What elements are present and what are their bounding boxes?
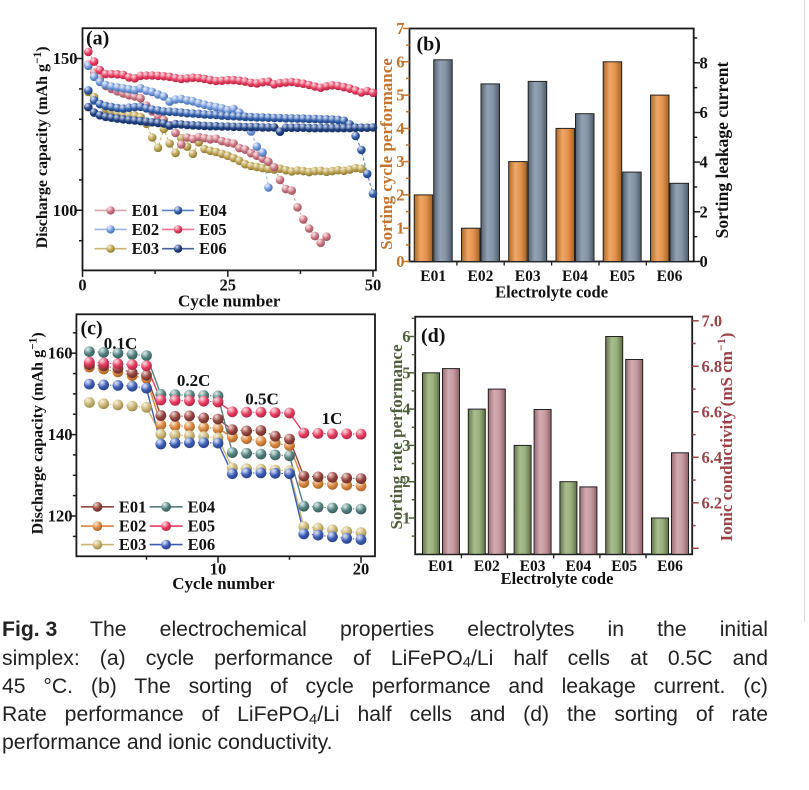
svg-text:1C: 1C <box>322 409 343 428</box>
svg-text:7: 7 <box>396 19 404 38</box>
svg-text:Discharge capacity (mAh g−1): Discharge capacity (mAh g−1) <box>32 46 51 248</box>
svg-text:120: 120 <box>48 507 73 526</box>
svg-text:E01: E01 <box>428 558 454 575</box>
svg-text:E03: E03 <box>515 268 541 285</box>
svg-text:4: 4 <box>396 119 404 138</box>
svg-text:2: 2 <box>396 185 404 204</box>
svg-text:Discharge capacity (mAh g−1): Discharge capacity (mAh g−1) <box>28 332 47 534</box>
svg-text:(a): (a) <box>86 28 109 50</box>
svg-text:E05: E05 <box>199 220 227 239</box>
svg-text:160: 160 <box>48 344 73 363</box>
svg-text:3: 3 <box>402 436 410 455</box>
svg-text:(b): (b) <box>417 34 441 56</box>
svg-text:25: 25 <box>220 276 237 295</box>
svg-text:6.6: 6.6 <box>702 402 723 421</box>
svg-text:E03: E03 <box>132 239 160 258</box>
svg-text:2: 2 <box>700 202 708 221</box>
svg-text:0: 0 <box>700 252 708 271</box>
svg-text:6: 6 <box>700 103 708 122</box>
svg-text:Sorting rate performance: Sorting rate performance <box>387 344 406 530</box>
svg-text:E02: E02 <box>468 268 494 285</box>
svg-text:Ionic conductivity (mS cm−1): Ionic conductivity (mS cm−1) <box>714 333 736 542</box>
svg-text:E01: E01 <box>119 497 147 516</box>
svg-text:2: 2 <box>402 472 410 491</box>
svg-text:0.1C: 0.1C <box>104 334 138 353</box>
svg-text:Electrolyte code: Electrolyte code <box>495 283 608 302</box>
svg-text:E01: E01 <box>132 201 160 220</box>
svg-text:0.5C: 0.5C <box>245 390 279 409</box>
svg-text:3: 3 <box>396 152 404 171</box>
svg-text:(c): (c) <box>81 318 103 340</box>
svg-text:5: 5 <box>396 86 404 105</box>
svg-text:6.4: 6.4 <box>702 448 723 467</box>
svg-text:7.0: 7.0 <box>702 311 723 330</box>
svg-text:E04: E04 <box>199 201 227 220</box>
svg-text:Sorting cycle performance: Sorting cycle performance <box>377 58 396 250</box>
svg-text:0: 0 <box>78 276 86 295</box>
svg-text:E06: E06 <box>199 239 227 258</box>
svg-text:Sorting leakage current: Sorting leakage current <box>712 62 732 239</box>
svg-text:20: 20 <box>353 560 370 579</box>
svg-text:5: 5 <box>402 363 410 382</box>
svg-text:50: 50 <box>365 276 382 295</box>
svg-text:150: 150 <box>53 49 78 68</box>
svg-text:0.2C: 0.2C <box>177 371 211 390</box>
svg-text:E05: E05 <box>188 517 216 536</box>
svg-text:E03: E03 <box>119 535 147 554</box>
svg-text:E02: E02 <box>119 517 147 536</box>
svg-text:6.2: 6.2 <box>702 493 723 512</box>
svg-text:1: 1 <box>402 509 410 528</box>
svg-text:(d): (d) <box>421 325 445 347</box>
svg-text:4: 4 <box>402 400 410 419</box>
svg-text:0: 0 <box>396 252 404 271</box>
svg-text:E06: E06 <box>657 558 683 575</box>
svg-text:E05: E05 <box>611 558 637 575</box>
svg-text:Cycle number: Cycle number <box>178 291 281 310</box>
svg-text:E03: E03 <box>520 558 546 575</box>
svg-text:E02: E02 <box>132 220 160 239</box>
svg-text:Electrolyte code: Electrolyte code <box>501 569 614 588</box>
svg-text:E04: E04 <box>188 497 216 516</box>
svg-text:4: 4 <box>700 153 708 172</box>
svg-text:140: 140 <box>48 425 73 444</box>
svg-text:1: 1 <box>396 219 404 238</box>
svg-text:6: 6 <box>402 327 410 346</box>
svg-text:E02: E02 <box>474 558 500 575</box>
svg-text:E04: E04 <box>565 558 591 575</box>
svg-text:E04: E04 <box>562 268 588 285</box>
svg-text:6.8: 6.8 <box>702 357 723 376</box>
svg-text:8: 8 <box>700 53 708 72</box>
svg-text:6: 6 <box>396 52 404 71</box>
svg-text:10: 10 <box>210 560 227 579</box>
svg-text:Cycle number: Cycle number <box>172 574 275 593</box>
svg-text:100: 100 <box>53 201 78 220</box>
svg-text:E05: E05 <box>609 268 635 285</box>
svg-text:E06: E06 <box>188 535 216 554</box>
svg-text:E06: E06 <box>657 268 683 285</box>
svg-text:E01: E01 <box>420 268 446 285</box>
